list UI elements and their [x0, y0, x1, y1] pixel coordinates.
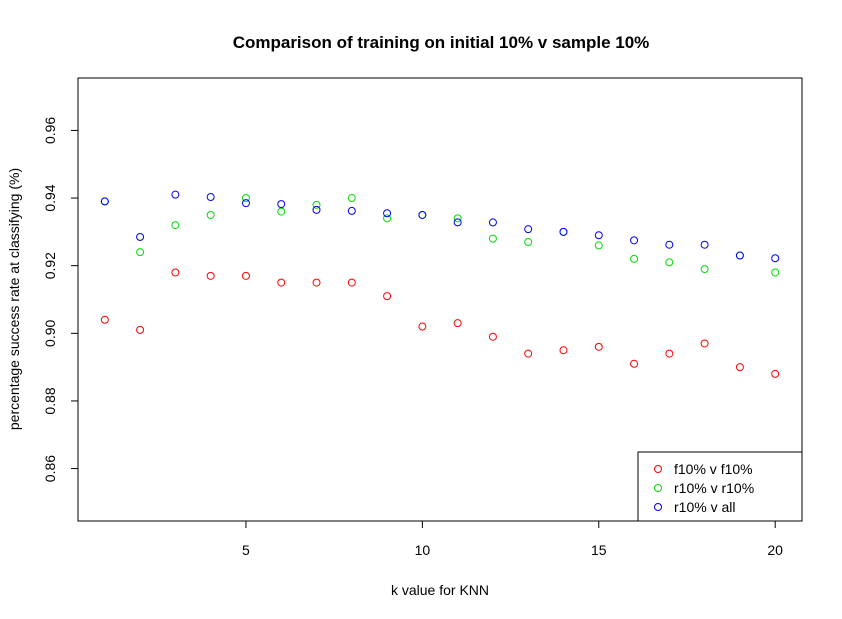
data-point: [665, 240, 674, 249]
data-point: [559, 227, 568, 236]
y-tick-label: 0.86: [42, 455, 58, 482]
data-point: [171, 190, 180, 199]
data-point: [524, 349, 533, 358]
data-point: [383, 209, 392, 218]
y-tick-label: 0.94: [42, 184, 58, 211]
data-point: [136, 248, 145, 257]
x-axis-label: k value for KNN: [391, 582, 489, 598]
data-point: [453, 214, 462, 223]
data-point: [524, 225, 533, 234]
data-point: [347, 194, 356, 203]
legend-box: [637, 451, 803, 522]
x-tick-label: 5: [242, 542, 250, 558]
data-point: [277, 207, 286, 216]
data-point: [383, 292, 392, 301]
legend: f10% v f10% r10% v r10% r10% v all: [637, 451, 803, 522]
data-point: [453, 319, 462, 328]
data-point: [418, 322, 427, 331]
legend-marker: [654, 484, 662, 492]
data-point: [700, 265, 709, 274]
data-point: [630, 359, 639, 368]
series-3: [100, 190, 780, 263]
y-tick-label: 0.88: [42, 387, 58, 414]
data-point: [171, 221, 180, 230]
data-point: [594, 241, 603, 250]
data-point: [347, 278, 356, 287]
data-point: [312, 200, 321, 209]
data-point: [277, 278, 286, 287]
x-tick-label: 15: [591, 542, 607, 558]
data-point: [136, 232, 145, 241]
data-point: [488, 218, 497, 227]
data-point: [488, 234, 497, 243]
data-point: [100, 315, 109, 324]
data-point: [347, 206, 356, 215]
data-point: [771, 254, 780, 263]
data-point: [418, 210, 427, 219]
data-point: [594, 231, 603, 240]
x-tick-label: 10: [415, 542, 431, 558]
data-point: [559, 346, 568, 355]
data-point: [241, 271, 250, 280]
data-points: [100, 190, 780, 378]
legend-marker: [654, 465, 662, 473]
data-point: [277, 200, 286, 209]
data-point: [630, 254, 639, 263]
y-tick-label: 0.96: [42, 117, 58, 144]
data-point: [488, 332, 497, 341]
data-point: [171, 268, 180, 277]
legend-label: r10% v r10%: [674, 480, 754, 496]
data-point: [594, 342, 603, 351]
data-point: [771, 268, 780, 277]
data-point: [312, 278, 321, 287]
data-point: [700, 339, 709, 348]
y-tick-label: 0.92: [42, 252, 58, 279]
x-tick-label: 20: [767, 542, 783, 558]
legend-label: r10% v all: [674, 499, 735, 515]
data-point: [312, 205, 321, 214]
legend-label: f10% v f10%: [674, 461, 753, 477]
data-point: [735, 251, 744, 260]
series-2: [100, 194, 780, 277]
data-point: [735, 363, 744, 372]
y-axis: 0.86 0.88 0.90 0.92 0.94 0.96: [42, 117, 79, 482]
data-point: [206, 210, 215, 219]
data-point: [665, 349, 674, 358]
data-point: [453, 218, 462, 227]
data-point: [241, 199, 250, 208]
data-point: [100, 197, 109, 206]
data-point: [136, 325, 145, 334]
data-point: [665, 258, 674, 267]
y-axis-label: percentage success rate at classifying (…: [6, 168, 22, 430]
data-point: [700, 240, 709, 249]
data-point: [630, 236, 639, 245]
data-point: [206, 193, 215, 202]
x-axis: 5 10 15 20: [242, 520, 783, 558]
data-point: [383, 214, 392, 223]
series-1: [100, 268, 780, 378]
y-tick-label: 0.90: [42, 319, 58, 346]
chart-title: Comparison of training on initial 10% v …: [233, 33, 650, 52]
data-point: [524, 238, 533, 247]
data-point: [206, 271, 215, 280]
data-point: [771, 369, 780, 378]
legend-marker: [654, 503, 662, 511]
data-point: [241, 194, 250, 203]
